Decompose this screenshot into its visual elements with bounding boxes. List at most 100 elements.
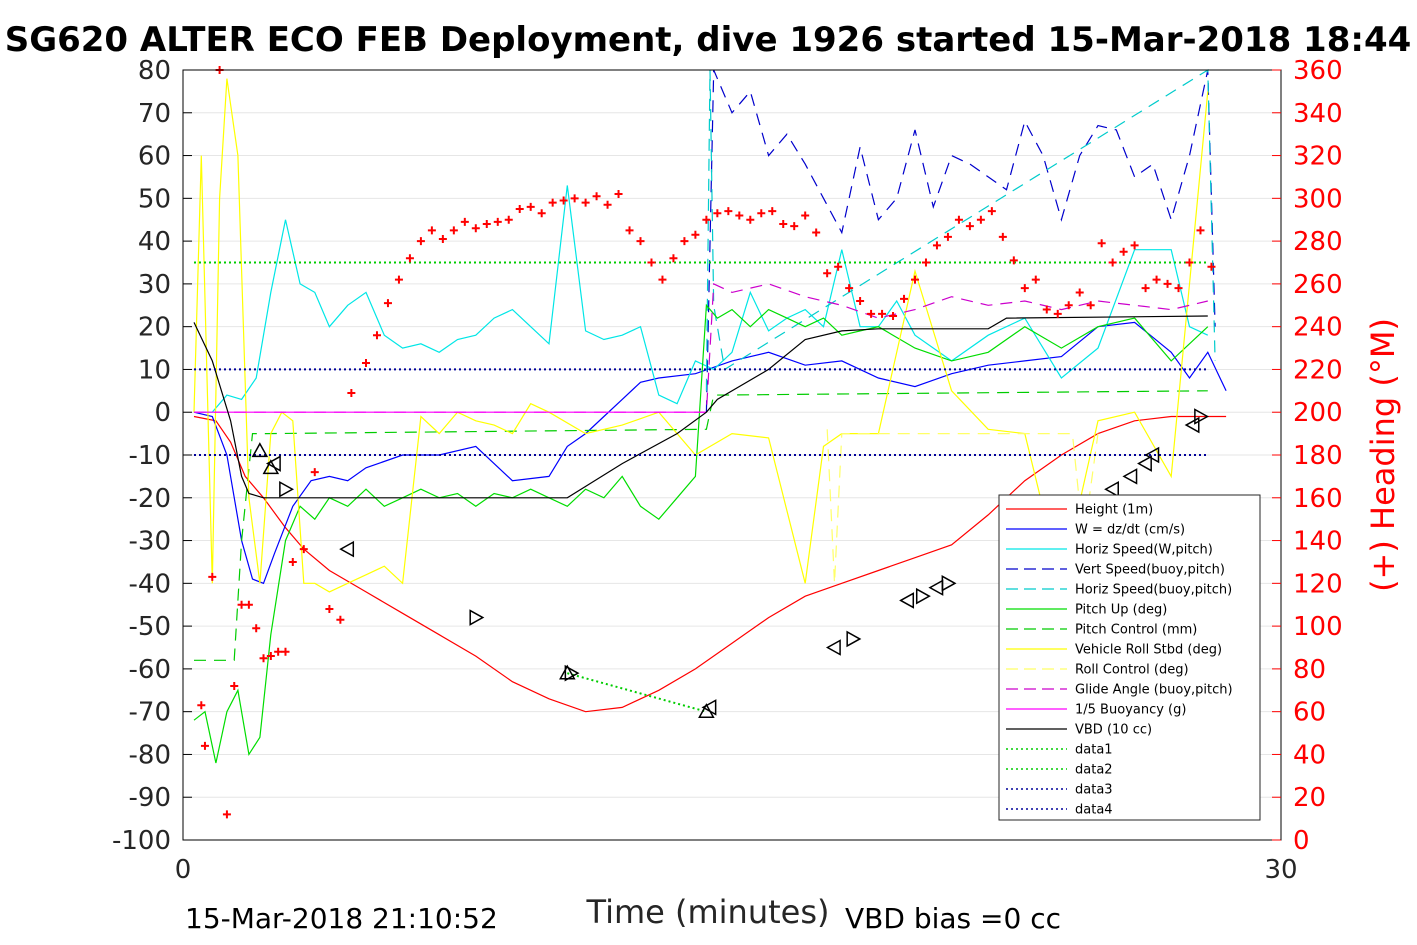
series-line-0 (193, 415, 1227, 713)
triangle-marker-13 (915, 587, 931, 605)
y-tick-label-18: -100 (112, 826, 171, 856)
legend-label-3: Vert Speed(buoy,pitch) (1075, 563, 1225, 578)
heading-point-80 (1031, 275, 1040, 284)
y2-tick-label-4: 280 (1293, 227, 1343, 257)
y-tick-label-14: -60 (129, 655, 171, 685)
triangle-marker-24 (1194, 408, 1210, 425)
y2-tick-label-11: 140 (1293, 527, 1343, 557)
heading-point-2 (208, 572, 217, 581)
y-tick-label-0: 80 (138, 56, 171, 86)
heading-point-35 (537, 209, 546, 218)
heading-point-29 (471, 224, 480, 233)
legend-label-10: 1/5 Buoyancy (g) (1075, 703, 1186, 718)
y-tick-label-9: -10 (129, 441, 171, 471)
y-tick-label-3: 50 (138, 184, 171, 214)
heading-point-43 (625, 226, 634, 235)
heading-point-64 (856, 297, 865, 305)
heading-point-85 (1086, 301, 1095, 310)
y2-tick-label-8: 200 (1293, 398, 1343, 428)
legend-label-8: Roll Control (deg) (1075, 663, 1189, 678)
heading-point-77 (998, 232, 1007, 241)
heading-point-88 (1119, 247, 1128, 256)
heading-point-30 (482, 220, 491, 228)
heading-point-34 (526, 202, 535, 211)
legend: Height (1m) W = dz/dt (cm/s) Horiz Speed(W… (998, 494, 1261, 821)
heading-point-9 (259, 654, 268, 663)
heading-point-32 (504, 215, 513, 224)
heading-point-81 (1042, 305, 1051, 314)
y2-tick-label-12: 120 (1293, 569, 1343, 599)
heading-point-1 (200, 741, 209, 750)
heading-point-95 (1196, 226, 1205, 235)
y-tick-label-8: 0 (154, 398, 171, 428)
heading-point-73 (954, 215, 963, 224)
heading-point-55 (757, 209, 766, 218)
heading-point-13 (288, 557, 297, 566)
heading-point-18 (347, 388, 356, 397)
heading-point-27 (449, 226, 458, 235)
heading-point-83 (1064, 301, 1073, 310)
legend-label-15: data4 (1075, 803, 1113, 818)
heading-point-86 (1097, 239, 1106, 248)
series-line-3 (705, 69, 1216, 413)
footer-timestamp: 15-Mar-2018 21:10:52 (185, 902, 498, 935)
triangle-marker-11 (846, 630, 862, 648)
heading-point-49 (691, 230, 700, 239)
heading-point-51 (713, 209, 722, 218)
heading-point-33 (515, 205, 524, 214)
heading-point-69 (911, 275, 919, 284)
triangle-marker-2 (265, 455, 281, 472)
heading-point-42 (614, 190, 623, 199)
legend-label-11: VBD (10 cc) (1075, 723, 1152, 738)
legend-label-2: Horiz Speed(W,pitch) (1075, 543, 1213, 558)
series-line-4 (705, 68, 1216, 391)
heading-point-28 (460, 217, 469, 226)
heading-point-74 (965, 222, 974, 231)
heading-point-4 (222, 810, 231, 819)
heading-point-70 (921, 258, 930, 267)
y2-tick-label-18: 0 (1293, 826, 1310, 856)
triangle-marker-9 (701, 699, 717, 716)
series-line-5 (193, 303, 1209, 764)
y2-tick-label-10: 160 (1293, 484, 1343, 514)
y2-tick-label-9: 180 (1293, 441, 1343, 471)
heading-point-84 (1075, 288, 1084, 297)
heading-point-78 (1009, 256, 1018, 265)
heading-point-26 (438, 234, 447, 243)
heading-point-72 (943, 232, 952, 241)
triangle-marker-19 (1104, 480, 1119, 498)
triangle-marker-0 (251, 442, 269, 458)
heading-point-21 (383, 299, 392, 308)
heading-point-39 (581, 198, 590, 207)
heading-point-10 (266, 652, 275, 661)
heading-point-91 (1152, 275, 1161, 284)
heading-point-40 (592, 192, 601, 201)
heading-point-94 (1185, 258, 1194, 267)
legend-label-7: Vehicle Roll Stbd (deg) (1075, 643, 1222, 658)
heading-point-56 (768, 207, 777, 216)
heading-point-11 (274, 647, 283, 656)
y-tick-label-11: -30 (129, 527, 171, 557)
heading-point-36 (548, 198, 557, 207)
heading-point-31 (493, 217, 502, 226)
heading-point-17 (336, 615, 345, 624)
y2-tick-label-17: 20 (1293, 783, 1326, 813)
heading-point-12 (281, 647, 290, 656)
y-tick-label-16: -80 (129, 740, 171, 770)
legend-label-1: W = dz/dt (cm/s) (1075, 523, 1185, 538)
y-tick-label-15: -70 (129, 698, 171, 728)
heading-point-19 (362, 359, 370, 368)
heading-point-38 (570, 194, 579, 203)
x-tick-label-1: 30 (1264, 855, 1297, 885)
heading-point-62 (834, 262, 843, 271)
heading-point-79 (1020, 284, 1029, 293)
heading-point-25 (427, 226, 436, 235)
y2-tick-label-16: 40 (1293, 740, 1326, 770)
heading-point-90 (1141, 284, 1150, 293)
series-line-11 (193, 315, 1208, 499)
heading-point-22 (394, 275, 403, 284)
y-tick-label-5: 30 (138, 270, 171, 300)
triangle-marker-3 (279, 480, 295, 498)
heading-point-54 (746, 215, 755, 224)
triangle-marker-12 (899, 592, 915, 609)
